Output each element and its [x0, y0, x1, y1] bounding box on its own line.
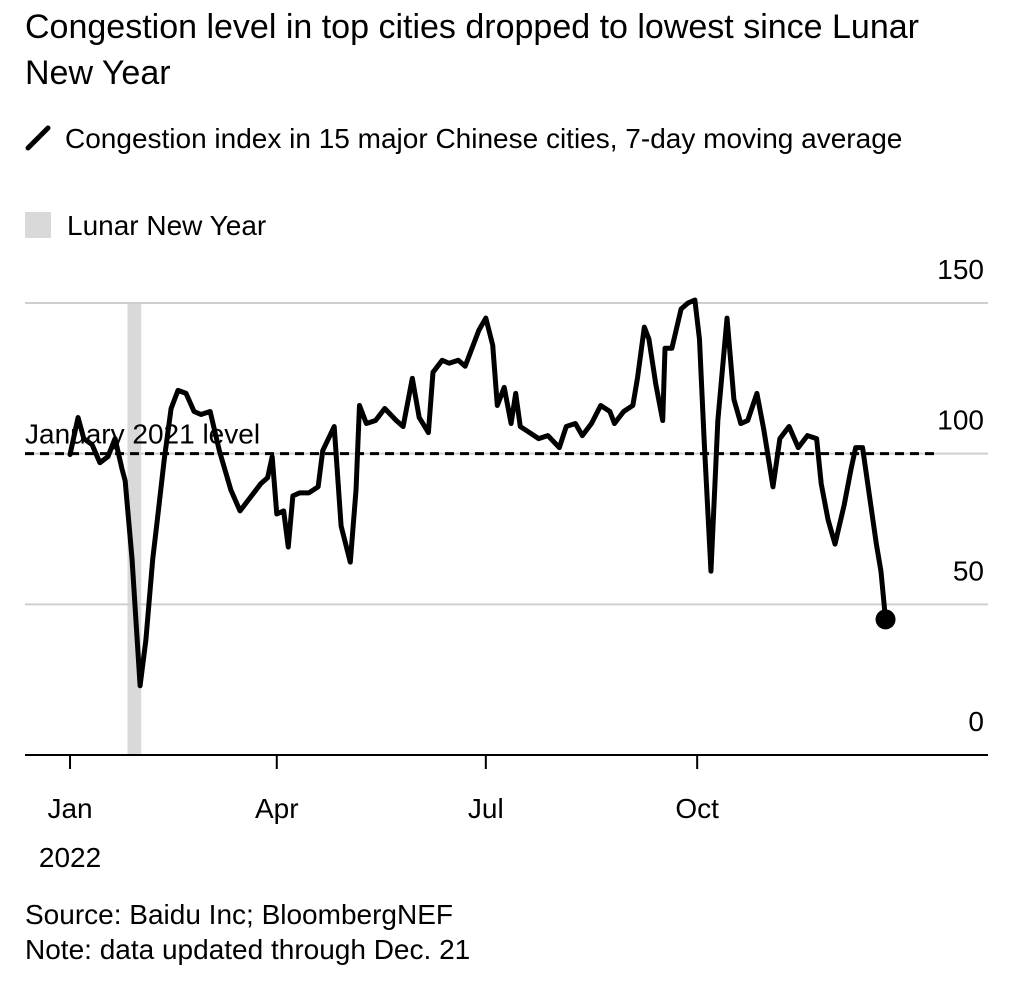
- lunar-new-year-band: [127, 303, 142, 755]
- legend-swatch: [25, 212, 51, 238]
- x-tick-label: Oct: [675, 793, 719, 824]
- reference-label: January 2021 level: [25, 419, 260, 450]
- y-tick-label: 100: [937, 405, 984, 436]
- x-year-label: 2022: [39, 842, 101, 873]
- x-tick-label: Jan: [47, 793, 92, 824]
- end-dot: [875, 609, 896, 630]
- note: Note: data updated through Dec. 21: [25, 934, 471, 965]
- legend-line: Congestion index in 15 major Chinese cit…: [25, 118, 915, 160]
- legend-label: Lunar New Year: [67, 210, 267, 241]
- y-tick-label: 0: [968, 706, 984, 737]
- legend-label: Congestion index in 15 major Chinese cit…: [65, 123, 903, 154]
- series-line: [67, 297, 889, 689]
- source: Source: Baidu Inc; BloombergNEF: [25, 899, 453, 930]
- legend-span: Lunar New Year: [25, 205, 266, 247]
- chart-title: Congestion level in top cities dropped t…: [25, 8, 919, 92]
- legend-icon: [25, 125, 51, 151]
- y-tick-label: 150: [937, 254, 984, 285]
- x-tick-label: Jul: [468, 793, 504, 824]
- y-tick-label: 50: [953, 555, 984, 586]
- x-tick-label: Apr: [255, 793, 299, 824]
